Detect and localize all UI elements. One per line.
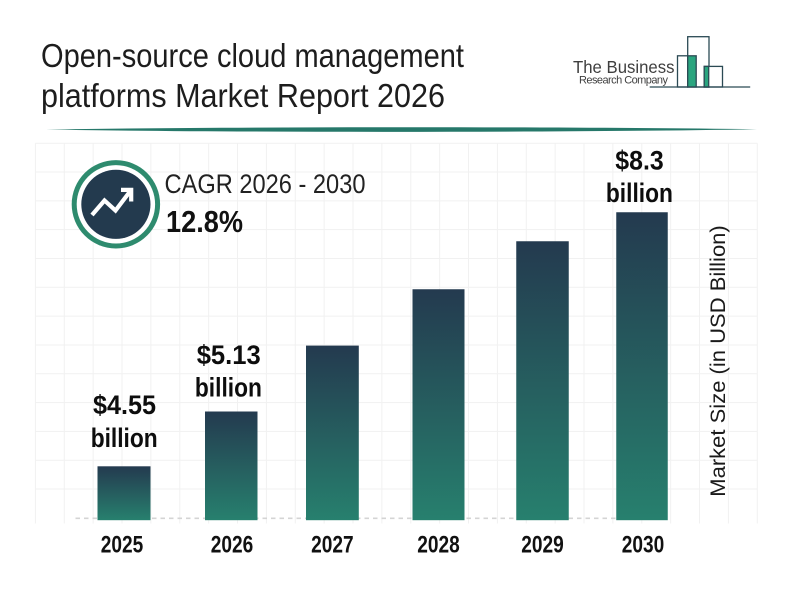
svg-text:$4.55: $4.55	[93, 390, 156, 420]
svg-text:Open-source cloud management: Open-source cloud management	[41, 37, 464, 74]
svg-text:2030: 2030	[622, 532, 665, 559]
svg-text:2029: 2029	[521, 532, 564, 559]
svg-text:2028: 2028	[417, 532, 460, 559]
svg-text:2027: 2027	[311, 532, 354, 559]
svg-text:billion: billion	[195, 373, 262, 403]
svg-text:Research Company: Research Company	[579, 75, 669, 87]
svg-text:billion: billion	[606, 178, 673, 208]
svg-text:$5.13: $5.13	[197, 340, 261, 370]
svg-text:The Business: The Business	[573, 57, 675, 77]
svg-text:12.8%: 12.8%	[166, 205, 243, 239]
svg-text:platforms Market Report 2026: platforms Market Report 2026	[41, 77, 445, 114]
svg-text:2026: 2026	[211, 532, 254, 559]
svg-text:$8.3: $8.3	[615, 146, 663, 176]
svg-text:billion: billion	[91, 423, 158, 453]
svg-text:Market Size (in USD Billion): Market Size (in USD Billion)	[706, 225, 730, 497]
svg-text:CAGR 2026 - 2030: CAGR 2026 - 2030	[165, 169, 366, 199]
svg-text:2025: 2025	[101, 532, 144, 559]
